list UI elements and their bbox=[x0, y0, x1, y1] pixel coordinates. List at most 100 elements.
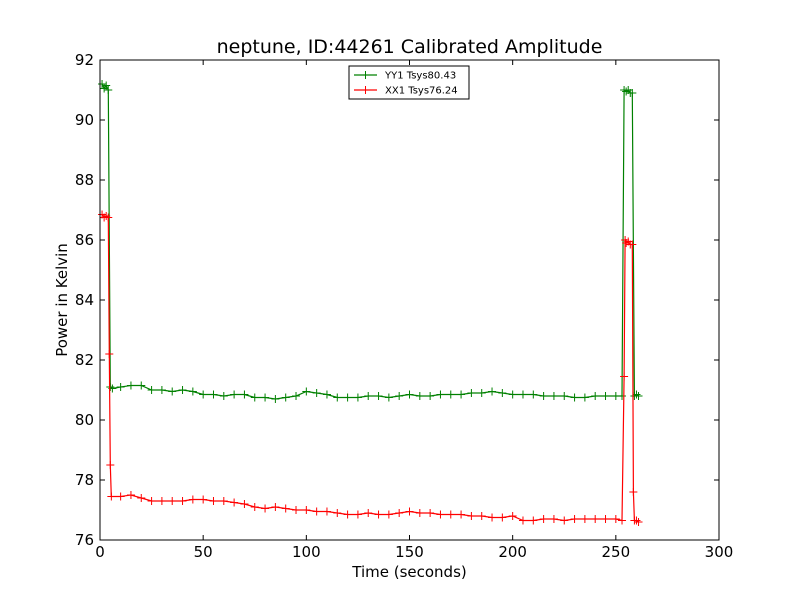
data-point bbox=[405, 507, 414, 516]
data-point bbox=[157, 386, 166, 394]
y-tick-label: 78 bbox=[75, 471, 94, 489]
x-axis: 0 50 100 150 200 250 300 bbox=[95, 60, 733, 561]
y-axis: 76 78 80 82 84 86 88 90 92 bbox=[75, 51, 719, 549]
data-point bbox=[104, 86, 113, 94]
y-tick-label: 88 bbox=[75, 171, 94, 189]
data-point bbox=[333, 509, 342, 517]
data-point bbox=[188, 495, 197, 504]
data-point bbox=[364, 509, 373, 517]
data-point bbox=[137, 494, 146, 502]
data-point bbox=[508, 512, 517, 520]
data-point bbox=[415, 509, 424, 517]
data-point bbox=[281, 393, 290, 402]
data-point bbox=[611, 515, 620, 523]
data-point bbox=[364, 392, 373, 400]
legend-box bbox=[348, 65, 470, 100]
legend-label: YY1 Tsys80.43 bbox=[384, 71, 456, 82]
data-point bbox=[436, 510, 445, 519]
legend-marker bbox=[361, 71, 370, 79]
data-point bbox=[147, 386, 156, 394]
series-line bbox=[101, 214, 639, 523]
data-point bbox=[374, 510, 383, 519]
data-point bbox=[322, 507, 331, 516]
legend: YY1 Tsys80.43 XX1 Tsys76.24 bbox=[348, 65, 470, 100]
y-tick-label: 92 bbox=[75, 51, 94, 69]
data-point bbox=[634, 392, 643, 400]
data-point bbox=[302, 506, 311, 514]
data-point bbox=[105, 350, 114, 358]
data-point bbox=[168, 497, 177, 505]
data-point bbox=[518, 390, 527, 399]
data-point bbox=[250, 503, 259, 511]
data-point bbox=[240, 390, 249, 399]
data-point bbox=[405, 390, 414, 399]
data-point bbox=[622, 239, 631, 247]
data-point bbox=[426, 392, 435, 400]
data-point bbox=[415, 392, 424, 400]
data-point bbox=[250, 393, 259, 402]
axes-frame bbox=[99, 59, 720, 541]
data-point bbox=[322, 390, 331, 399]
y-tick-label: 82 bbox=[75, 351, 94, 369]
data-point bbox=[436, 390, 445, 399]
y-tick-label: 80 bbox=[75, 411, 94, 429]
data-point bbox=[178, 386, 187, 394]
data-point bbox=[620, 372, 629, 381]
data-point bbox=[199, 390, 208, 399]
y-tick-label: 76 bbox=[75, 531, 94, 549]
data-point bbox=[261, 504, 270, 513]
x-tick-label: 250 bbox=[602, 543, 631, 561]
data-point bbox=[106, 461, 115, 469]
x-axis-label: Time (seconds) bbox=[351, 563, 467, 581]
data-point bbox=[126, 491, 135, 499]
data-point bbox=[467, 389, 476, 397]
data-point bbox=[629, 488, 638, 496]
data-point bbox=[508, 390, 517, 399]
data-point bbox=[498, 389, 507, 397]
data-point bbox=[632, 516, 641, 525]
data-point bbox=[622, 87, 631, 96]
data-point bbox=[549, 392, 558, 400]
data-point bbox=[477, 512, 486, 520]
data-point bbox=[446, 510, 455, 519]
data-point bbox=[580, 515, 589, 523]
data-point bbox=[384, 510, 393, 519]
x-tick-label: 100 bbox=[292, 543, 321, 561]
data-point bbox=[312, 507, 321, 516]
data-point bbox=[199, 495, 208, 504]
data-point bbox=[384, 393, 393, 402]
chart-title: neptune, ID:44261 Calibrated Amplitude bbox=[217, 36, 603, 58]
data-point bbox=[426, 509, 435, 517]
data-point bbox=[230, 498, 239, 507]
data-point bbox=[209, 497, 218, 505]
data-point bbox=[618, 392, 627, 400]
x-tick-label: 0 bbox=[95, 543, 105, 561]
data-point bbox=[209, 390, 218, 399]
data-point bbox=[539, 515, 548, 523]
data-point bbox=[395, 392, 404, 400]
data-point bbox=[333, 393, 342, 402]
data-point bbox=[560, 516, 569, 525]
data-point bbox=[178, 497, 187, 505]
y-tick-label: 86 bbox=[75, 231, 94, 249]
data-point bbox=[591, 392, 600, 400]
data-point bbox=[343, 393, 352, 402]
data-point bbox=[292, 392, 301, 400]
data-point bbox=[302, 387, 311, 396]
data-point bbox=[292, 506, 301, 514]
data-point bbox=[539, 392, 548, 400]
x-tick-label: 150 bbox=[395, 543, 424, 561]
data-point bbox=[219, 497, 228, 505]
data-point bbox=[104, 213, 113, 222]
data-point bbox=[219, 392, 228, 400]
data-point bbox=[98, 80, 107, 88]
data-point bbox=[188, 387, 197, 396]
data-point bbox=[353, 393, 362, 402]
data-point bbox=[271, 503, 280, 511]
data-point bbox=[632, 390, 641, 399]
data-point bbox=[106, 383, 115, 391]
data-point bbox=[116, 492, 125, 501]
data-point bbox=[618, 516, 627, 525]
plot-area bbox=[98, 80, 643, 526]
